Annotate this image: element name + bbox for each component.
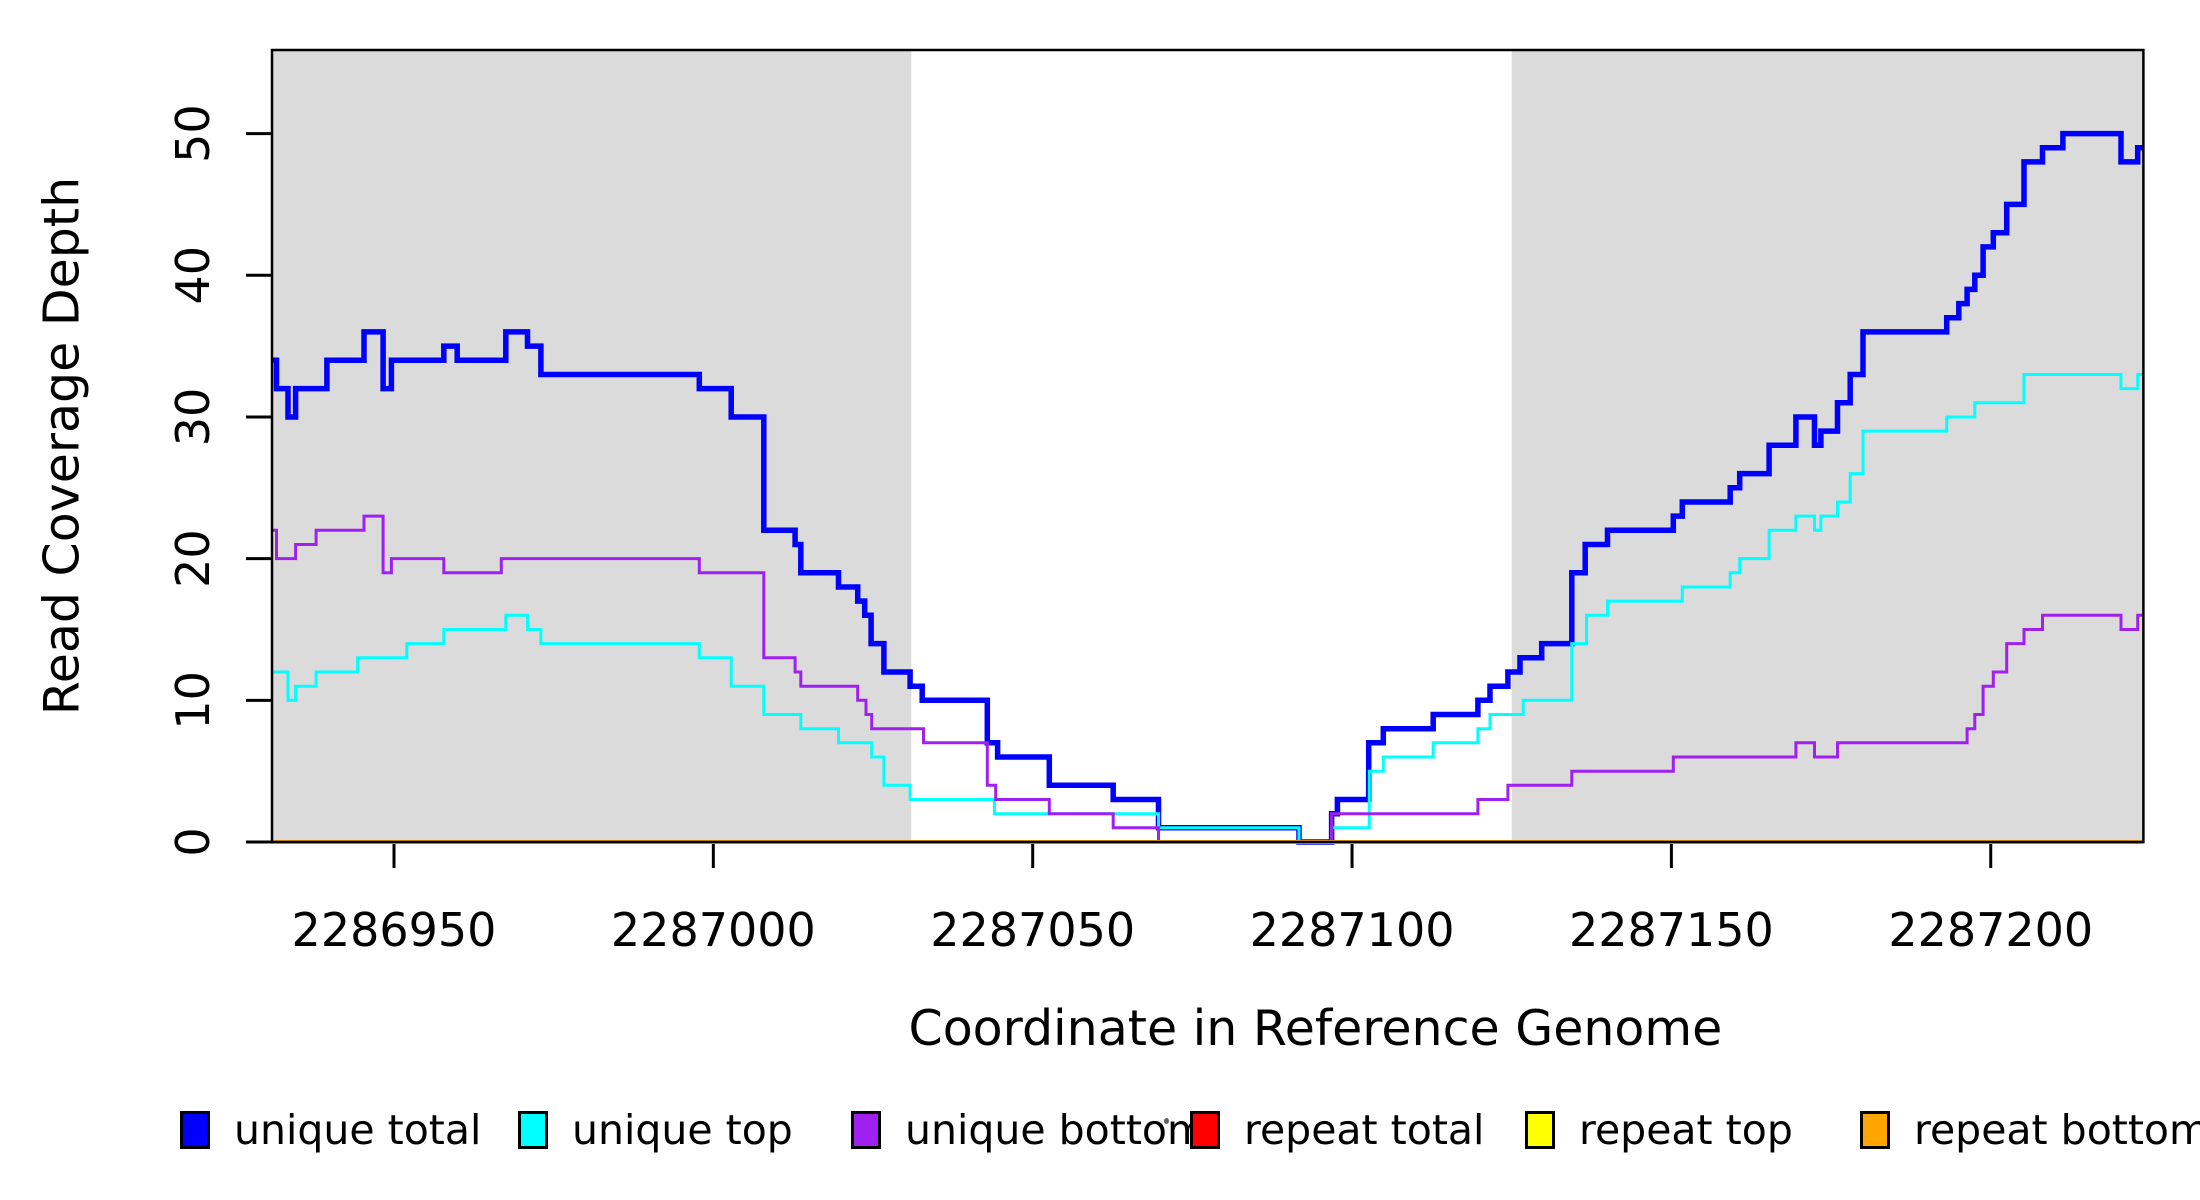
shaded-region-right-repeat-flank [1511, 50, 2144, 842]
legend-swatch-repeat-top [1525, 1111, 1555, 1149]
y-tick-label: 30 [166, 388, 220, 447]
y-tick-label: 50 [166, 104, 220, 163]
series-unique-top [272, 373, 2144, 844]
legend-swatch-repeat-total [1190, 1111, 1220, 1149]
y-axis-title: Read Coverage Depth [33, 176, 91, 716]
legend-swatch-repeat-bottom [1860, 1111, 1890, 1149]
legend-item-unique-bottom: unique bottom [851, 1100, 1207, 1160]
x-tick-label: 2287150 [1569, 903, 1774, 957]
legend-item-repeat-bottom: repeat bottom [1860, 1100, 2200, 1160]
x-tick-label: 2287050 [930, 903, 1135, 957]
legend-swatch-unique-total [180, 1111, 210, 1149]
plot-border [270, 48, 2145, 844]
shaded-region-left-repeat-flank [272, 50, 912, 842]
legend-item-repeat-top: repeat top [1525, 1100, 1793, 1160]
series-unique-bottom [272, 514, 2144, 844]
x-axis-title-text: Coordinate in Reference Genome [908, 1000, 1723, 1057]
legend-label: repeat top [1579, 1106, 1793, 1154]
x-tick-label: 2286950 [292, 903, 497, 957]
y-tick-label: 0 [166, 827, 220, 856]
x-axis-title: Coordinate in Reference Genome [0, 1000, 2200, 1057]
legend-swatch-unique-top [518, 1111, 548, 1149]
y-tick-label: 40 [166, 246, 220, 305]
legend-label: repeat total [1244, 1106, 1485, 1154]
legend-swatch-unique-bottom [851, 1111, 881, 1149]
x-tick-label: 2287200 [1888, 903, 2093, 957]
legend-label: unique total [234, 1106, 482, 1154]
x-tick-label: 2287000 [611, 903, 816, 957]
legend-label: unique top [572, 1106, 793, 1154]
stray-dot [1164, 1118, 1169, 1124]
legend-item-repeat-total: repeat total [1190, 1100, 1484, 1160]
legend: unique total unique top unique bottom repea… [0, 1100, 2200, 1170]
series-unique-total [272, 130, 2144, 845]
y-tick-label: 10 [166, 671, 220, 730]
x-tick-label: 2287100 [1250, 903, 1455, 957]
y-tick-label: 20 [166, 529, 220, 588]
legend-label: unique bottom [905, 1106, 1207, 1154]
legend-item-unique-total: unique total [180, 1100, 481, 1160]
legend-item-unique-top: unique top [518, 1100, 793, 1160]
legend-label: repeat bottom [1914, 1106, 2200, 1154]
